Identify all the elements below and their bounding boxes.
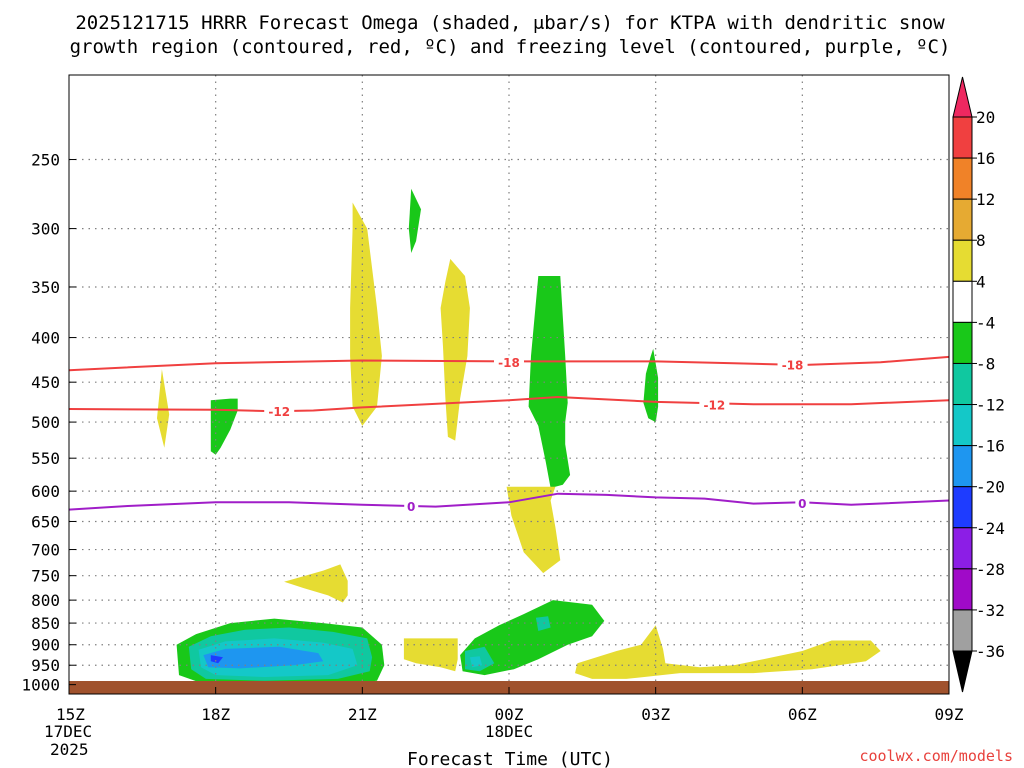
y-tick-label-400: 400 [31,329,60,348]
colorbar-bin-7 [952,362,973,406]
colorbar-bottom-arrow [952,650,973,693]
omega-region-rise-12-teal-b [535,616,551,631]
omega-region-rise-11-blue [203,646,324,669]
contour-label-freezing-level-1: 0 [798,497,806,511]
colorbar-bin-6 [952,321,973,364]
omega-region-rise-4 [440,258,470,441]
contour-label-bg-dgz-minus12-1 [699,398,730,413]
y-tick-label-800: 800 [31,591,60,610]
colorbar-label--36: -36 [976,642,1005,661]
y-tick-label-700: 700 [31,541,60,560]
colorbar-bin-3 [952,198,973,241]
contour-line-dgz-minus12 [68,395,950,413]
colorbar-label--8: -8 [976,354,995,373]
contour-line-dgz-minus18 [68,355,950,372]
x-tick-label-09Z: 09Z [935,705,964,724]
omega-region-rise-2 [350,202,382,426]
x-tick-label-03Z: 03Z [641,705,670,724]
omega-region-rise-10 [575,625,881,679]
y-axis-ticks: 250 300 350 400 450 500 550 600 650 700 750 800 850 9… [21,151,76,695]
contour-label-dgz-minus18-0: -18 [498,356,520,370]
y-tick-label-850: 850 [31,614,60,633]
omega-region-rise-8 [284,564,348,603]
colorbar-label--16: -16 [976,437,1005,456]
x-tick-sublabel-2025: 2025 [50,740,89,759]
contour-label-dgz-minus12-1: -12 [703,399,725,413]
x-tick-label-00Z: 00Z [495,705,524,724]
y-tick-label-950: 950 [31,656,60,675]
colorbar-label--32: -32 [976,601,1005,620]
colorbar-label--24: -24 [976,519,1005,538]
y-tick-label-550: 550 [31,449,60,468]
chart-title-line2: growth region (contoured, red, ºC) and f… [70,36,951,58]
y-tick-label-350: 350 [31,278,60,297]
colorbar-bin-9 [952,445,973,488]
colorbar-bin-5 [952,280,973,323]
omega-region-rise-9 [403,638,458,672]
omega-region-rise-12-cyan [469,656,483,668]
y-tick-label-600: 600 [31,482,60,501]
omega-region-rise-3 [408,188,421,253]
chart-title-line1: 2025121715 HRRR Forecast Omega (shaded, … [75,12,945,34]
colorbar-label--12: -12 [976,396,1005,415]
x-tick-label-18Z: 18Z [201,705,230,724]
contour-label-bg-dgz-minus18-1 [777,357,808,372]
x-axis-label: Forecast Time (UTC) [407,749,613,768]
y-tick-label-650: 650 [31,512,60,531]
colorbar-bin-10 [952,486,973,529]
y-tick-label-450: 450 [31,373,60,392]
credit-text: coolwx.com/models [859,747,1013,765]
contour-line-freezing-level [68,492,950,511]
colorbar-bin-8 [952,404,973,447]
y-tick-label-750: 750 [31,567,60,586]
contour-label-bg-freezing-level-0 [404,499,419,514]
y-tick-label-250: 250 [31,151,60,170]
y-tick-label-500: 500 [31,413,60,432]
y-tick-label-900: 900 [31,636,60,655]
y-tick-label-1000: 1000 [21,676,60,695]
omega-region-rise-11-core [210,655,223,664]
colorbar: 20 16 12 8 4 -4 -8 -12 -16 -20 -24 -28 -32 -36 [952,76,1005,693]
x-tick-label-15Z: 15Z [56,705,85,724]
omega-region-rise-1 [210,398,238,455]
colorbar-bin-1 [952,116,973,159]
omega-region-rise-7 [506,486,561,574]
x-tick-label-06Z: 06Z [788,705,817,724]
colorbar-bin-12 [952,568,973,611]
colorbar-label-4: 4 [976,272,986,291]
colorbar-label-20: 20 [976,108,995,127]
colorbar-label-16: 16 [976,149,995,168]
contour-label-bg-freezing-level-1 [795,496,810,511]
grid-layer [69,75,949,694]
omega-region-rise-12-outer [460,600,605,676]
contour-label-dgz-minus12-0: -12 [268,405,290,419]
colorbar-bin-13 [952,609,973,652]
contour-layer: -18 -18 -12 -12 0 0 [68,355,950,514]
omega-region-rise-5 [528,276,571,488]
colorbar-label-12: 12 [976,190,995,209]
colorbar-label--28: -28 [976,560,1005,579]
colorbar-bin-2 [952,157,973,200]
contour-label-dgz-minus18-1: -18 [782,358,804,372]
colorbar-bin-4 [952,239,973,282]
colorbar-bin-11 [952,527,973,570]
x-tick-sublabel-18DEC: 18DEC [485,722,533,741]
plot-frame [68,74,950,695]
y-tick-label-300: 300 [31,220,60,239]
colorbar-top-arrow [952,76,973,118]
x-tick-sublabel-17DEC: 17DEC [44,722,92,741]
omega-region-rise-6 [643,348,659,423]
contour-label-bg-dgz-minus12-0 [264,404,295,419]
x-tick-label-21Z: 21Z [348,705,377,724]
colorbar-label--4: -4 [976,313,995,332]
omega-shading-layer [157,188,881,687]
colorbar-label-8: 8 [976,231,986,250]
contour-label-bg-dgz-minus18-0 [494,355,524,370]
contour-label-freezing-level-0: 0 [407,500,415,514]
colorbar-label--20: -20 [976,478,1005,497]
omega-region-rise-0 [157,369,170,448]
